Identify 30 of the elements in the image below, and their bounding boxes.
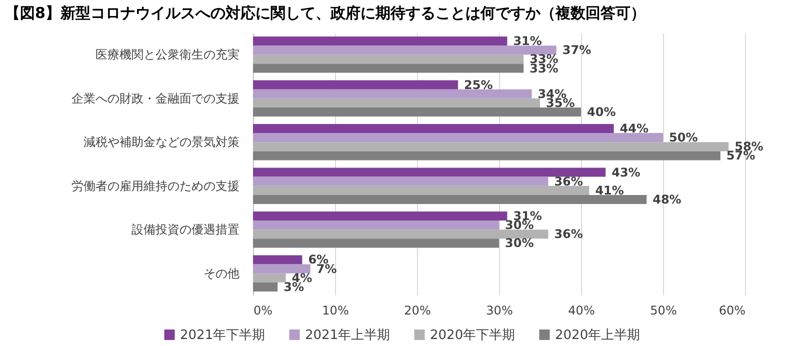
data-label: 36% — [554, 174, 583, 188]
x-tick-label: 30% — [486, 304, 513, 318]
data-label: 40% — [587, 105, 616, 120]
data-label: 25% — [464, 78, 493, 92]
data-label: 30% — [505, 236, 534, 250]
data-label: 48% — [652, 192, 682, 206]
data-label: 44% — [620, 122, 649, 136]
legend-label: 2021年下半期 — [180, 328, 266, 343]
y-tick-label: 医療機関と公衆衛生の充実 — [96, 48, 240, 62]
data-label: 37% — [562, 43, 592, 58]
x-tick-label: 0% — [254, 304, 273, 318]
legend-label: 2021年上半期 — [305, 328, 390, 343]
y-tick-label: 減税や補助金などの景気対策 — [84, 135, 240, 150]
y-tick-label: その他 — [204, 266, 240, 280]
data-label: 31% — [513, 34, 542, 48]
legend-label: 2020年下半期 — [430, 328, 516, 343]
x-tick-label: 10% — [322, 304, 349, 318]
x-tick-label: 20% — [404, 304, 431, 318]
legend-label: 2020年上半期 — [555, 328, 640, 343]
y-tick-label: 企業への財政・金融面での支援 — [72, 91, 240, 106]
data-label: 43% — [612, 165, 640, 180]
data-label: 50% — [669, 130, 698, 145]
x-tick-label: 50% — [650, 304, 677, 318]
y-tick-label: 設備投資の優遇措置 — [132, 222, 240, 237]
x-tick-label: 60% — [718, 304, 746, 318]
x-tick-label: 40% — [568, 304, 595, 318]
data-label: 41% — [595, 183, 624, 198]
data-label: 36% — [554, 227, 583, 242]
chart-title: 【図8】新型コロナウイルスへの対応に関して、政府に期待することは何ですか（複数回答可） — [5, 4, 646, 22]
y-tick-label: 労働者の雇用維持のための支援 — [72, 178, 240, 193]
